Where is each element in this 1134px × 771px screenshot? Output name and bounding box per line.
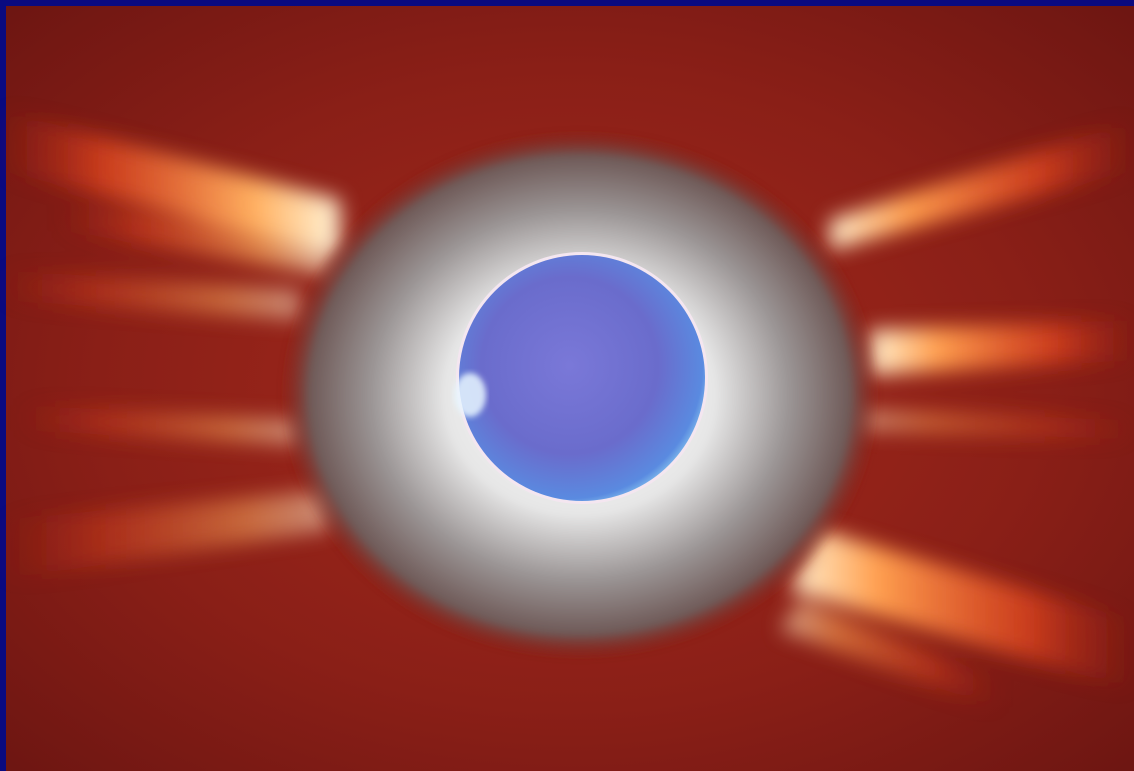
solar-flare — [454, 373, 486, 417]
sun-disc — [459, 255, 705, 501]
streamers — [0, 110, 1134, 710]
